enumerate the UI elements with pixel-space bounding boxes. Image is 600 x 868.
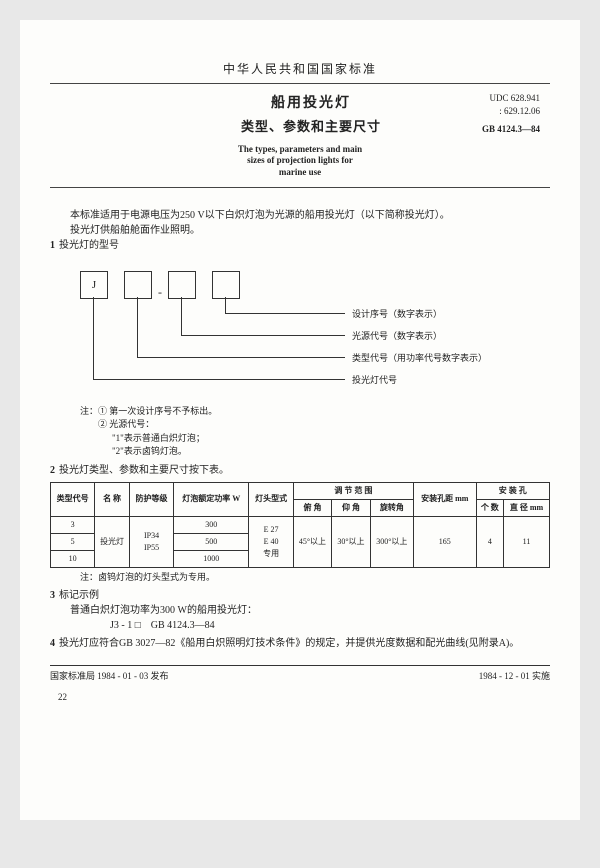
td-elev: 30°以上: [332, 516, 371, 567]
note-2: ② 光源代号：: [98, 418, 550, 432]
th-head: 灯头型式: [249, 482, 293, 516]
label1: 设计序号（数字表示）: [352, 308, 442, 322]
footer-left: 国家标准局 1984 - 01 - 03 发布: [50, 669, 169, 682]
line-h3: [181, 335, 345, 336]
para1: 本标准适用于电源电压为250 V以下白炽灯泡为光源的船用投光灯（以下简称投光灯）…: [50, 208, 550, 223]
header-country: 中华人民共和国国家标准: [50, 60, 550, 77]
line-h2: [137, 357, 345, 358]
footer: 国家标准局 1984 - 01 - 03 发布 1984 - 12 - 01 实…: [50, 665, 550, 682]
td-code1: 3: [51, 516, 95, 533]
page-number: 22: [58, 692, 550, 702]
table-note: 注：卤钨灯泡的灯头型式为专用。: [80, 571, 550, 585]
box-2: [124, 271, 152, 299]
title-cn2: 类型、参数和主要尺寸: [140, 116, 482, 135]
th-mount: 安 装 孔: [476, 482, 549, 499]
note-2a: "1"表示普通白炽灯泡；: [112, 432, 550, 446]
td-p2: 500: [174, 533, 249, 550]
title-row: 船用投光灯 类型、参数和主要尺寸 UDC 628.941 : 629.12.06…: [50, 86, 550, 140]
sec4-num: 4: [50, 638, 55, 649]
th-pitch: 俯 角: [293, 499, 332, 516]
td-code2: 5: [51, 533, 95, 550]
line-v3: [181, 297, 182, 335]
line-h4: [225, 313, 345, 314]
td-head: E 27 E 40 专用: [249, 516, 293, 567]
box-4: [212, 271, 240, 299]
footer-right: 1984 - 12 - 01 实施: [479, 669, 550, 682]
spec-table: 类型代号 名 称 防护等级 灯泡额定功率 W 灯头型式 调 节 范 围 安装孔距…: [50, 482, 550, 568]
title-en1: The types, parameters and main: [50, 144, 550, 156]
td-p3: 1000: [174, 550, 249, 567]
th-count: 个 数: [476, 499, 504, 516]
th-holedist: 安装孔距 mm: [413, 482, 476, 516]
code-block: UDC 628.941 : 629.12.06 GB 4124.3—84: [482, 92, 540, 136]
td-pitch: 45°以上: [293, 516, 332, 567]
th-dia: 直 径 mm: [504, 499, 550, 516]
td-code3: 10: [51, 550, 95, 567]
th-name: 名 称: [95, 482, 130, 516]
line-v2: [137, 297, 138, 357]
line-v1: [93, 297, 94, 379]
td-count: 4: [476, 516, 504, 567]
th-elev: 仰 角: [332, 499, 371, 516]
gb-code: GB 4124.3—84: [482, 123, 540, 136]
box-3: [168, 271, 196, 299]
udc2: : 629.12.06: [482, 105, 540, 118]
sec1-num: 1: [50, 240, 55, 251]
title-en: The types, parameters and main sizes of …: [50, 144, 550, 179]
model-diagram: J - 设计序号（数字表示） 光源代号（数字表示） 类型代号（用功率代号数字表示…: [80, 261, 500, 401]
td-ip: IP34 IP55: [129, 516, 173, 567]
note-2b: "2"表示卤钨灯泡。: [112, 445, 550, 459]
td-name: 投光灯: [95, 516, 130, 567]
sec3-title: 标记示例: [59, 590, 99, 601]
sec3-num: 3: [50, 590, 55, 601]
th-power: 灯泡额定功率 W: [174, 482, 249, 516]
sec3-code: J3 - 1 □ GB 4124.3—84: [110, 618, 550, 633]
sec2-num: 2: [50, 465, 55, 476]
td-rot: 300°以上: [370, 516, 413, 567]
note-head: 注：① 第一次设计序号不予标出。: [80, 405, 550, 419]
label2: 光源代号（数字表示）: [352, 330, 442, 344]
dash: -: [158, 283, 162, 301]
label3: 类型代号（用功率代号数字表示）: [352, 352, 487, 366]
sec2-title: 投光灯类型、参数和主要尺寸按下表。: [59, 465, 229, 476]
th-adjust: 调 节 范 围: [293, 482, 413, 499]
title-en2: sizes of projection lights for: [50, 155, 550, 167]
line-v4: [225, 297, 226, 313]
sec1-title: 投光灯的型号: [59, 240, 119, 251]
para2: 投光灯供船舶舱面作业照明。: [50, 223, 550, 238]
rule-under-title: [50, 187, 550, 188]
rule-top: [50, 83, 550, 84]
box-j: J: [80, 271, 108, 299]
th-ip: 防护等级: [129, 482, 173, 516]
td-dist: 165: [413, 516, 476, 567]
td-p1: 300: [174, 516, 249, 533]
th-type: 类型代号: [51, 482, 95, 516]
label4: 投光灯代号: [352, 374, 397, 388]
th-rot: 旋转角: [370, 499, 413, 516]
title-cn1: 船用投光灯: [140, 92, 482, 112]
title-en3: marine use: [50, 167, 550, 179]
sec4-text: 投光灯应符合GB 3027—82《船用白炽照明灯技术条件》的规定，并提供光度数据…: [59, 638, 519, 649]
udc1: UDC 628.941: [482, 92, 540, 105]
line-h1: [93, 379, 345, 380]
sec3-text: 普通白炽灯泡功率为300 W的船用投光灯：: [50, 603, 550, 618]
td-dia: 11: [504, 516, 550, 567]
